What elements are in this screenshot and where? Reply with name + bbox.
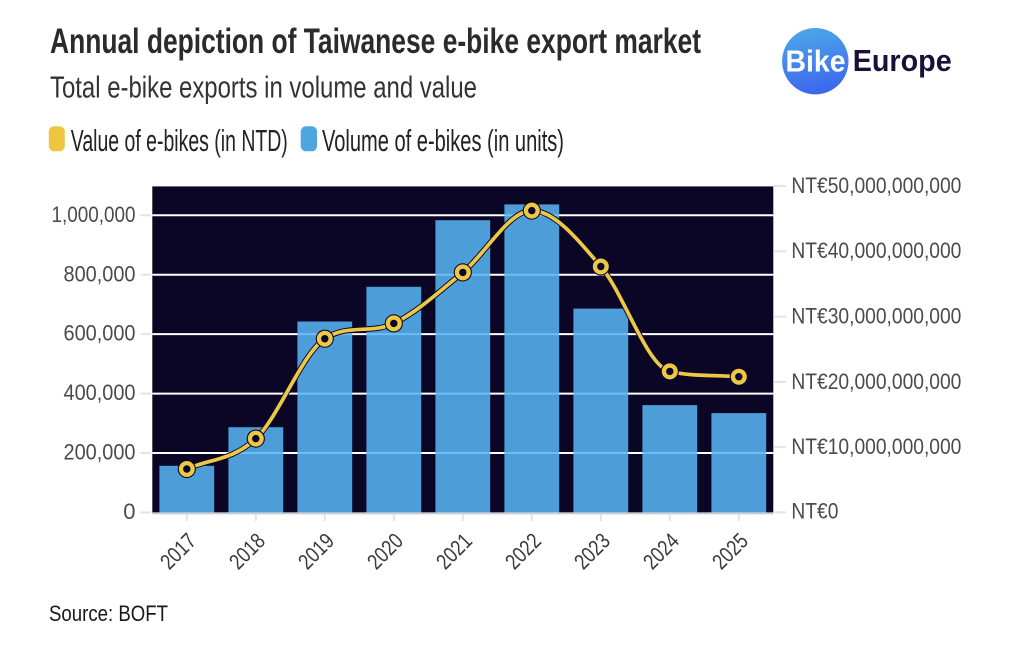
svg-text:NT€40,000,000,000: NT€40,000,000,000 bbox=[791, 238, 961, 263]
svg-text:Bike: Bike bbox=[786, 44, 846, 78]
svg-text:NT€50,000,000,000: NT€50,000,000,000 bbox=[791, 173, 961, 198]
svg-text:Source: BOFT: Source: BOFT bbox=[49, 601, 168, 626]
svg-text:NT€30,000,000,000: NT€30,000,000,000 bbox=[791, 304, 961, 329]
svg-text:400,000: 400,000 bbox=[64, 380, 136, 405]
svg-text:0: 0 bbox=[123, 499, 135, 524]
svg-text:800,000: 800,000 bbox=[64, 261, 136, 286]
svg-text:Total e-bike exports in volume: Total e-bike exports in volume and value bbox=[50, 70, 477, 105]
svg-text:1,000,000: 1,000,000 bbox=[52, 202, 136, 227]
svg-text:600,000: 600,000 bbox=[64, 321, 136, 346]
svg-text:Volume of e-bikes (in units): Volume of e-bikes (in units) bbox=[322, 123, 564, 158]
svg-text:NT€0: NT€0 bbox=[791, 498, 838, 523]
svg-text:NT€20,000,000,000: NT€20,000,000,000 bbox=[791, 369, 961, 394]
svg-text:Annual depiction of Taiwanese: Annual depiction of Taiwanese e-bike exp… bbox=[50, 22, 701, 61]
svg-text:NT€10,000,000,000: NT€10,000,000,000 bbox=[791, 434, 961, 459]
svg-text:Value of e-bikes (in NTD): Value of e-bikes (in NTD) bbox=[71, 123, 288, 158]
svg-text:200,000: 200,000 bbox=[64, 440, 136, 465]
svg-text:Europe: Europe bbox=[853, 44, 952, 78]
